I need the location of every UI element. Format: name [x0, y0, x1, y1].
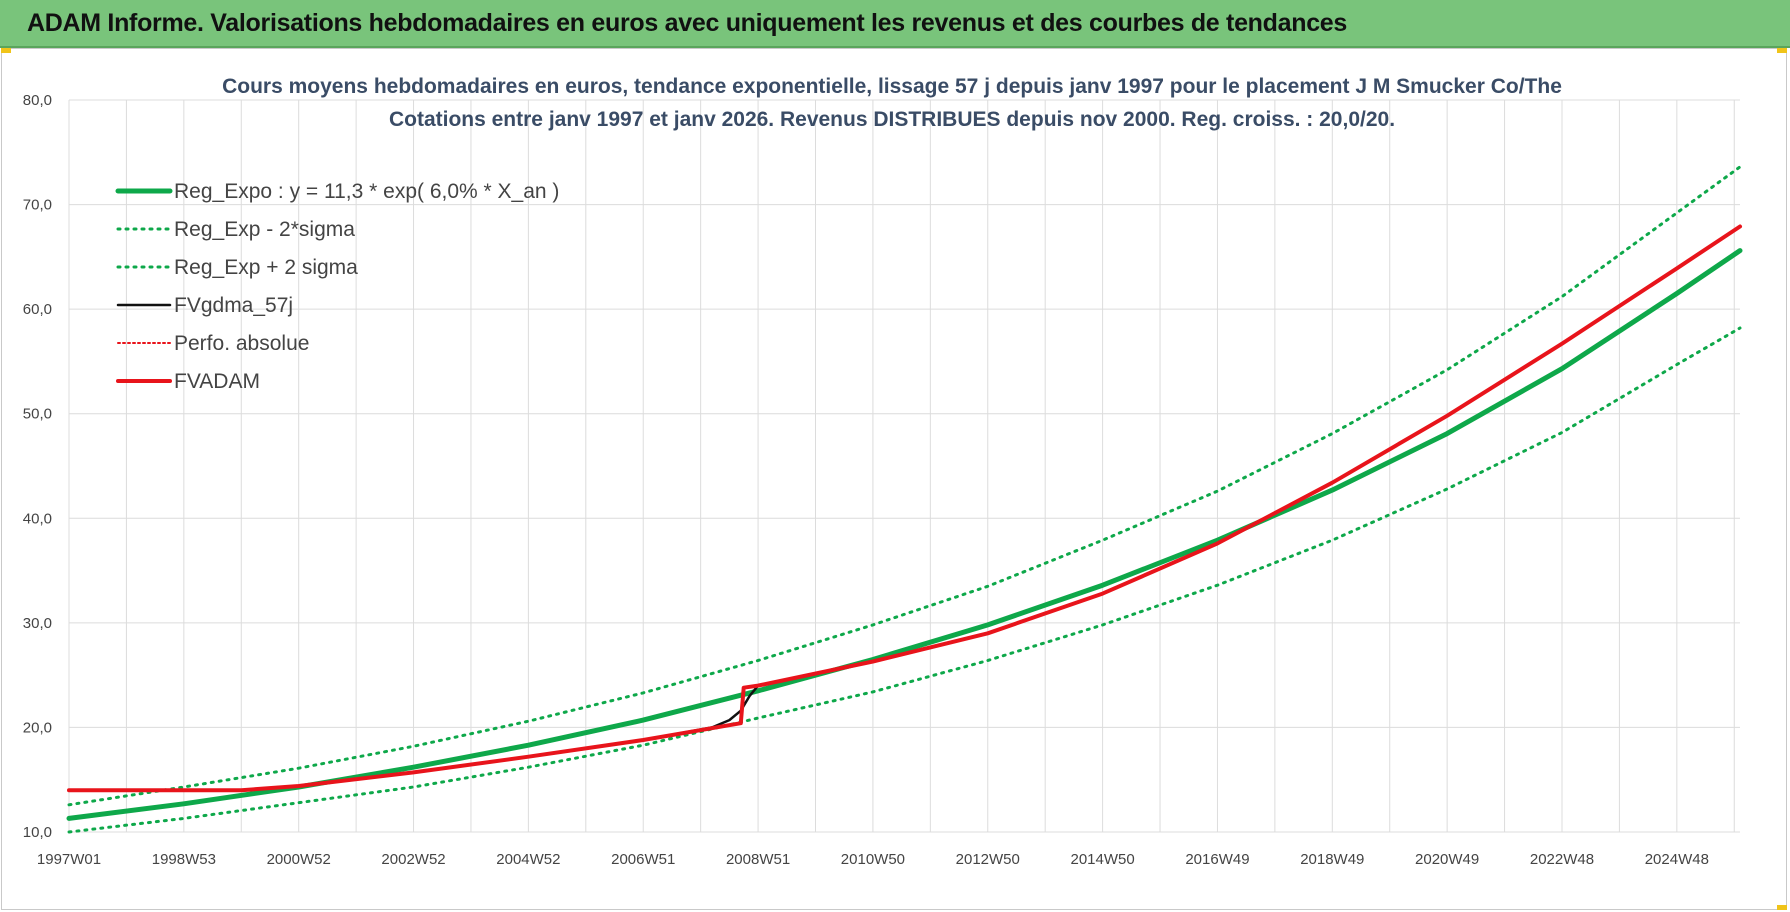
x-tick-label: 2002W52	[381, 851, 445, 868]
x-tick-label: 2010W50	[841, 851, 905, 868]
series-line	[68, 225, 1741, 792]
x-tick-label: 2024W48	[1645, 851, 1709, 868]
y-axis-ticks: 10,0 20,0 30,0 40,0 50,0 60,0 70,0 80,0	[23, 92, 52, 841]
y-tick-label: 30,0	[23, 615, 52, 632]
chart-grid	[68, 99, 1740, 833]
frame-corner-marker	[1777, 48, 1787, 53]
legend-label: Reg_Exp + 2 sigma	[174, 256, 358, 279]
chart-frame	[1, 48, 1787, 910]
y-tick-label: 40,0	[23, 510, 52, 527]
chart-title-line-1: Cours moyens hebdomadaires en euros, ten…	[222, 75, 1562, 98]
y-tick-label: 10,0	[23, 824, 52, 841]
series-line	[67, 225, 1742, 792]
x-tick-label: 2006W51	[611, 851, 675, 868]
x-tick-label: 2018W49	[1300, 851, 1364, 868]
x-tick-label: 1997W01	[37, 851, 101, 868]
legend-label: FVgdma_57j	[174, 294, 293, 317]
x-tick-label: 2022W48	[1530, 851, 1594, 868]
y-tick-label: 50,0	[23, 406, 52, 423]
x-tick-label: 2004W52	[496, 851, 560, 868]
x-tick-label: 2012W50	[956, 851, 1020, 868]
legend-label: FVADAM	[174, 370, 260, 393]
y-tick-label: 20,0	[23, 719, 52, 736]
y-tick-label: 70,0	[23, 197, 52, 214]
x-tick-label: 1998W53	[152, 851, 216, 868]
legend-label: Perfo. absolue	[174, 332, 309, 355]
frame-corner-marker	[1, 48, 11, 53]
y-tick-label: 80,0	[23, 92, 52, 109]
chart-series	[66, 165, 1743, 834]
series-line	[67, 165, 1742, 807]
x-tick-label: 2020W49	[1415, 851, 1479, 868]
series-line	[67, 224, 1742, 793]
chart-legend: Reg_Expo : y = 11,3 * exp( 6,0% * X_an )…	[115, 180, 559, 393]
series-line	[66, 248, 1743, 821]
x-tick-label: 2000W52	[267, 851, 331, 868]
y-tick-label: 60,0	[23, 301, 52, 318]
x-axis-ticks: 1997W01 1998W53 2000W52 2002W52 2004W52 2006W…	[37, 851, 1709, 868]
legend-label: Reg_Expo : y = 11,3 * exp( 6,0% * X_an )	[174, 180, 559, 203]
x-tick-label: 2016W49	[1185, 851, 1249, 868]
legend-label: Reg_Exp - 2*sigma	[174, 218, 355, 241]
chart-title-line-2: Cotations entre janv 1997 et janv 2026. …	[389, 108, 1395, 131]
frame-corner-marker	[1777, 905, 1787, 910]
series-line	[67, 326, 1742, 834]
x-tick-label: 2014W50	[1070, 851, 1134, 868]
x-tick-label: 2008W51	[726, 851, 790, 868]
report-banner: ADAM Informe. Valorisations hebdomadaire…	[0, 0, 1790, 48]
report-title: ADAM Informe. Valorisations hebdomadaire…	[27, 9, 1348, 37]
